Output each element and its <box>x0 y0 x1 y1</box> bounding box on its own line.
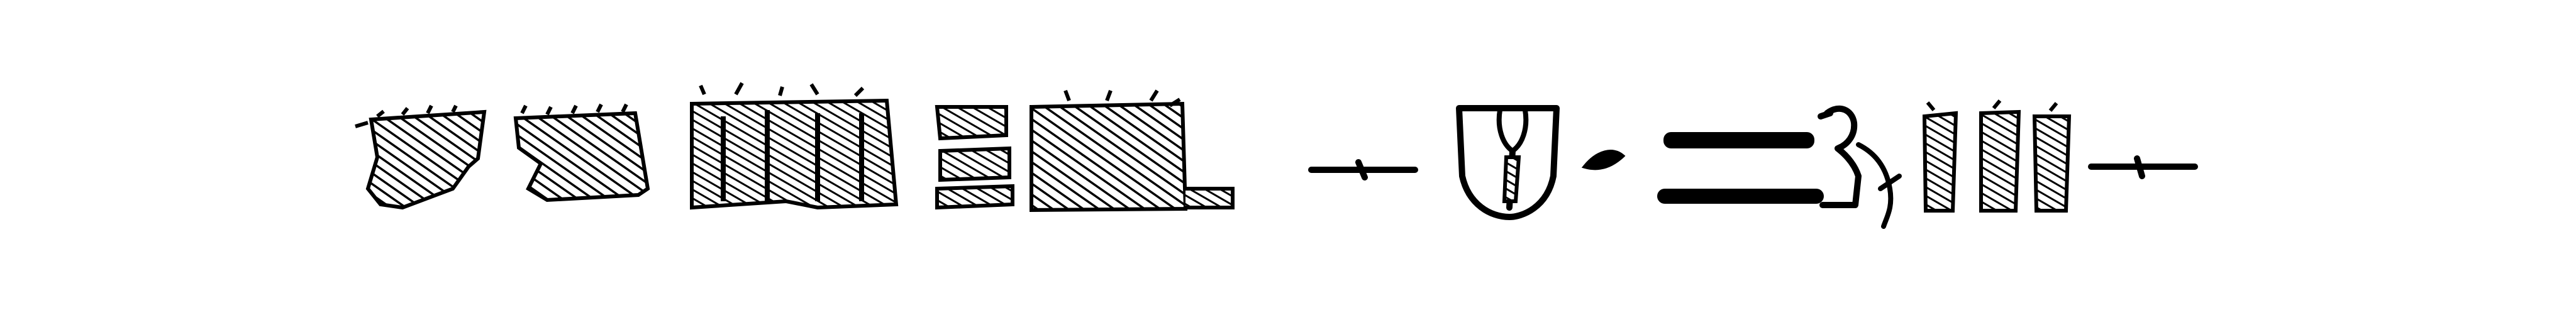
seated-figure-sign <box>1818 105 1902 229</box>
verse-point-separator-1 <box>1308 159 1418 180</box>
nw-pot-sign <box>1456 105 1560 220</box>
verse-point-separator-2 <box>2088 155 2198 179</box>
n-water-sign <box>1657 132 1824 204</box>
hatched-damaged-glyph-group-1 <box>690 82 899 210</box>
hatched-lacuna-sign-2 <box>513 103 650 203</box>
hatched-lacuna-sign-1 <box>355 104 487 210</box>
hatched-damaged-glyph-group-3 <box>1030 89 1235 213</box>
r-mouth-sign <box>1581 150 1626 170</box>
hatched-damaged-glyph-group-2 <box>935 105 1014 210</box>
hatched-damaged-glyph-group-4 <box>1922 99 2072 213</box>
